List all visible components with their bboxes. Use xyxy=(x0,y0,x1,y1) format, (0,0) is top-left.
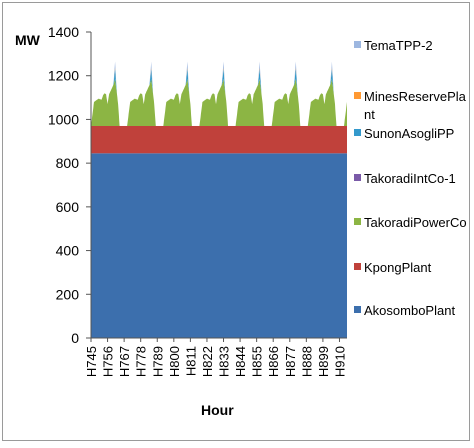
area-takoradi-power-co xyxy=(91,79,347,126)
legend-swatch xyxy=(354,129,361,136)
legend-label: SunonAsogliPP xyxy=(364,126,454,141)
x-tick-label: H855 xyxy=(250,346,265,377)
x-tick-label: H811 xyxy=(183,346,198,376)
legend-swatch xyxy=(354,174,361,181)
legend-label: TemaTPP-2 xyxy=(364,38,433,53)
y-tick-label: 800 xyxy=(56,155,80,171)
x-tick-label: H866 xyxy=(266,346,281,377)
y-tick-label: 0 xyxy=(71,330,79,346)
x-tick-label: H899 xyxy=(316,346,331,377)
y-tick-label: 400 xyxy=(56,243,80,259)
x-tick-label: H767 xyxy=(117,346,132,377)
chart-frame: MW Hour 0 200 400 600 800 1000 1200 1400 H745 H7… xyxy=(2,2,470,441)
y-tick-label: 1200 xyxy=(48,68,79,84)
legend: TemaTPP-2 MinesReservePla nt SunonAsogliPP T… xyxy=(354,38,467,318)
legend-swatch xyxy=(354,218,361,225)
legend-label-line: nt xyxy=(364,107,375,122)
legend-swatch xyxy=(354,263,361,270)
y-tick-label: 1400 xyxy=(48,24,79,40)
x-tick-label: H877 xyxy=(283,346,298,377)
legend-label: KpongPlant xyxy=(364,260,432,275)
y-axis-label: MW xyxy=(15,32,41,48)
legend-label: AkosomboPlant xyxy=(364,303,455,318)
plot-area xyxy=(91,61,347,338)
y-tick-label: 200 xyxy=(56,286,80,302)
x-tick-label: H800 xyxy=(167,346,182,377)
x-tick-label: H778 xyxy=(134,346,149,377)
x-tick-label: H745 xyxy=(84,346,99,377)
x-axis: H745 H756 H767 H778 H789 H800 H811 H822 H833 H844… xyxy=(84,337,347,377)
y-axis: 0 200 400 600 800 1000 1200 1400 xyxy=(48,24,92,346)
x-axis-label: Hour xyxy=(201,402,234,418)
x-tick-label: H822 xyxy=(200,346,215,377)
legend-label: MinesReservePla nt xyxy=(364,89,467,122)
x-tick-label: H910 xyxy=(332,346,347,377)
legend-swatch xyxy=(354,92,361,99)
legend-label-line: MinesReservePla xyxy=(364,89,467,104)
x-tick-label: H844 xyxy=(233,346,248,377)
x-tick-label: H888 xyxy=(299,346,314,377)
x-tick-label: H756 xyxy=(101,346,116,377)
area-kpong-plant xyxy=(91,125,347,154)
x-tick-label: H833 xyxy=(217,346,232,377)
legend-label: TakoradiPowerCo xyxy=(364,215,467,230)
y-tick-label: 1000 xyxy=(48,111,79,127)
area-akosombo-plant xyxy=(91,153,347,338)
legend-swatch xyxy=(354,306,361,313)
y-tick-label: 600 xyxy=(56,199,80,215)
legend-swatch xyxy=(354,41,361,48)
x-tick-label: H789 xyxy=(150,346,165,377)
legend-label: TakoradiIntCo-1 xyxy=(364,171,456,186)
